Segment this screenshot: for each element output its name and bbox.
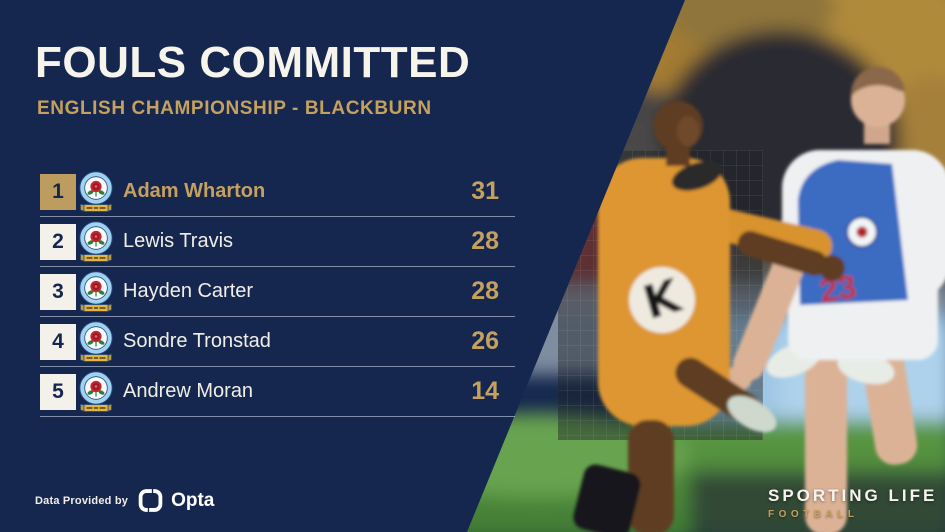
- fouls-count: 28: [471, 227, 499, 255]
- fouls-count: 14: [471, 377, 499, 405]
- players: 23 K: [573, 66, 945, 532]
- blackburn-rovers-crest-icon: [78, 221, 114, 263]
- page-title: FOULS COMMITTED: [35, 38, 471, 87]
- player-name: Sondre Tronstad: [123, 330, 271, 352]
- player-name: Lewis Travis: [123, 230, 234, 252]
- brand-wordmark: SPORTING LIFE: [768, 486, 938, 505]
- blackburn-rovers-crest-icon: [78, 371, 114, 413]
- fouls-count: 28: [471, 277, 499, 305]
- table-row: 2 Lewis Travis 28: [40, 217, 515, 267]
- rank-badge: 5: [40, 373, 76, 410]
- data-provider: Data Provided by Opta: [35, 487, 214, 514]
- sporting-life-brand: SPORTING LIFE FOOTBALL: [768, 486, 937, 520]
- match-photo: 23 K: [467, 0, 945, 532]
- rank-badge: 4: [40, 323, 76, 360]
- blackburn-rovers-crest-icon: [78, 171, 114, 213]
- table-row: 1 Adam Wharton 31: [40, 167, 515, 217]
- opta-wordmark: Opta: [171, 489, 215, 511]
- player-name: Hayden Carter: [123, 280, 254, 302]
- table-row: 5 Andrew Moran 14: [40, 367, 515, 417]
- player-name: Adam Wharton: [123, 180, 266, 202]
- fouls-count: 26: [471, 327, 499, 355]
- match-photo-illustration: 23 K: [467, 0, 945, 532]
- table-row: 4 Sondre Tronstad 26: [40, 317, 515, 367]
- page-subtitle: ENGLISH CHAMPIONSHIP - BLACKBURN: [37, 98, 432, 119]
- blackburn-rovers-crest-icon: [78, 271, 114, 313]
- fouls-count: 31: [471, 177, 499, 205]
- blackburn-rovers-crest-icon: [78, 321, 114, 363]
- rank-badge: 1: [40, 173, 76, 210]
- brand-sub-wordmark: FOOTBALL: [768, 509, 859, 520]
- amber-player: K: [573, 101, 845, 532]
- rank-badge: 2: [40, 223, 76, 260]
- player-name: Andrew Moran: [123, 380, 254, 402]
- opta-logo-icon: [138, 489, 163, 512]
- fouls-leaderboard: 1 Adam Wharton 31 2 Lewis Travis 28 3 Ha…: [40, 167, 515, 417]
- table-row: 3 Hayden Carter 28: [40, 267, 515, 317]
- data-provider-label: Data Provided by: [35, 494, 129, 507]
- rank-badge: 3: [40, 273, 76, 310]
